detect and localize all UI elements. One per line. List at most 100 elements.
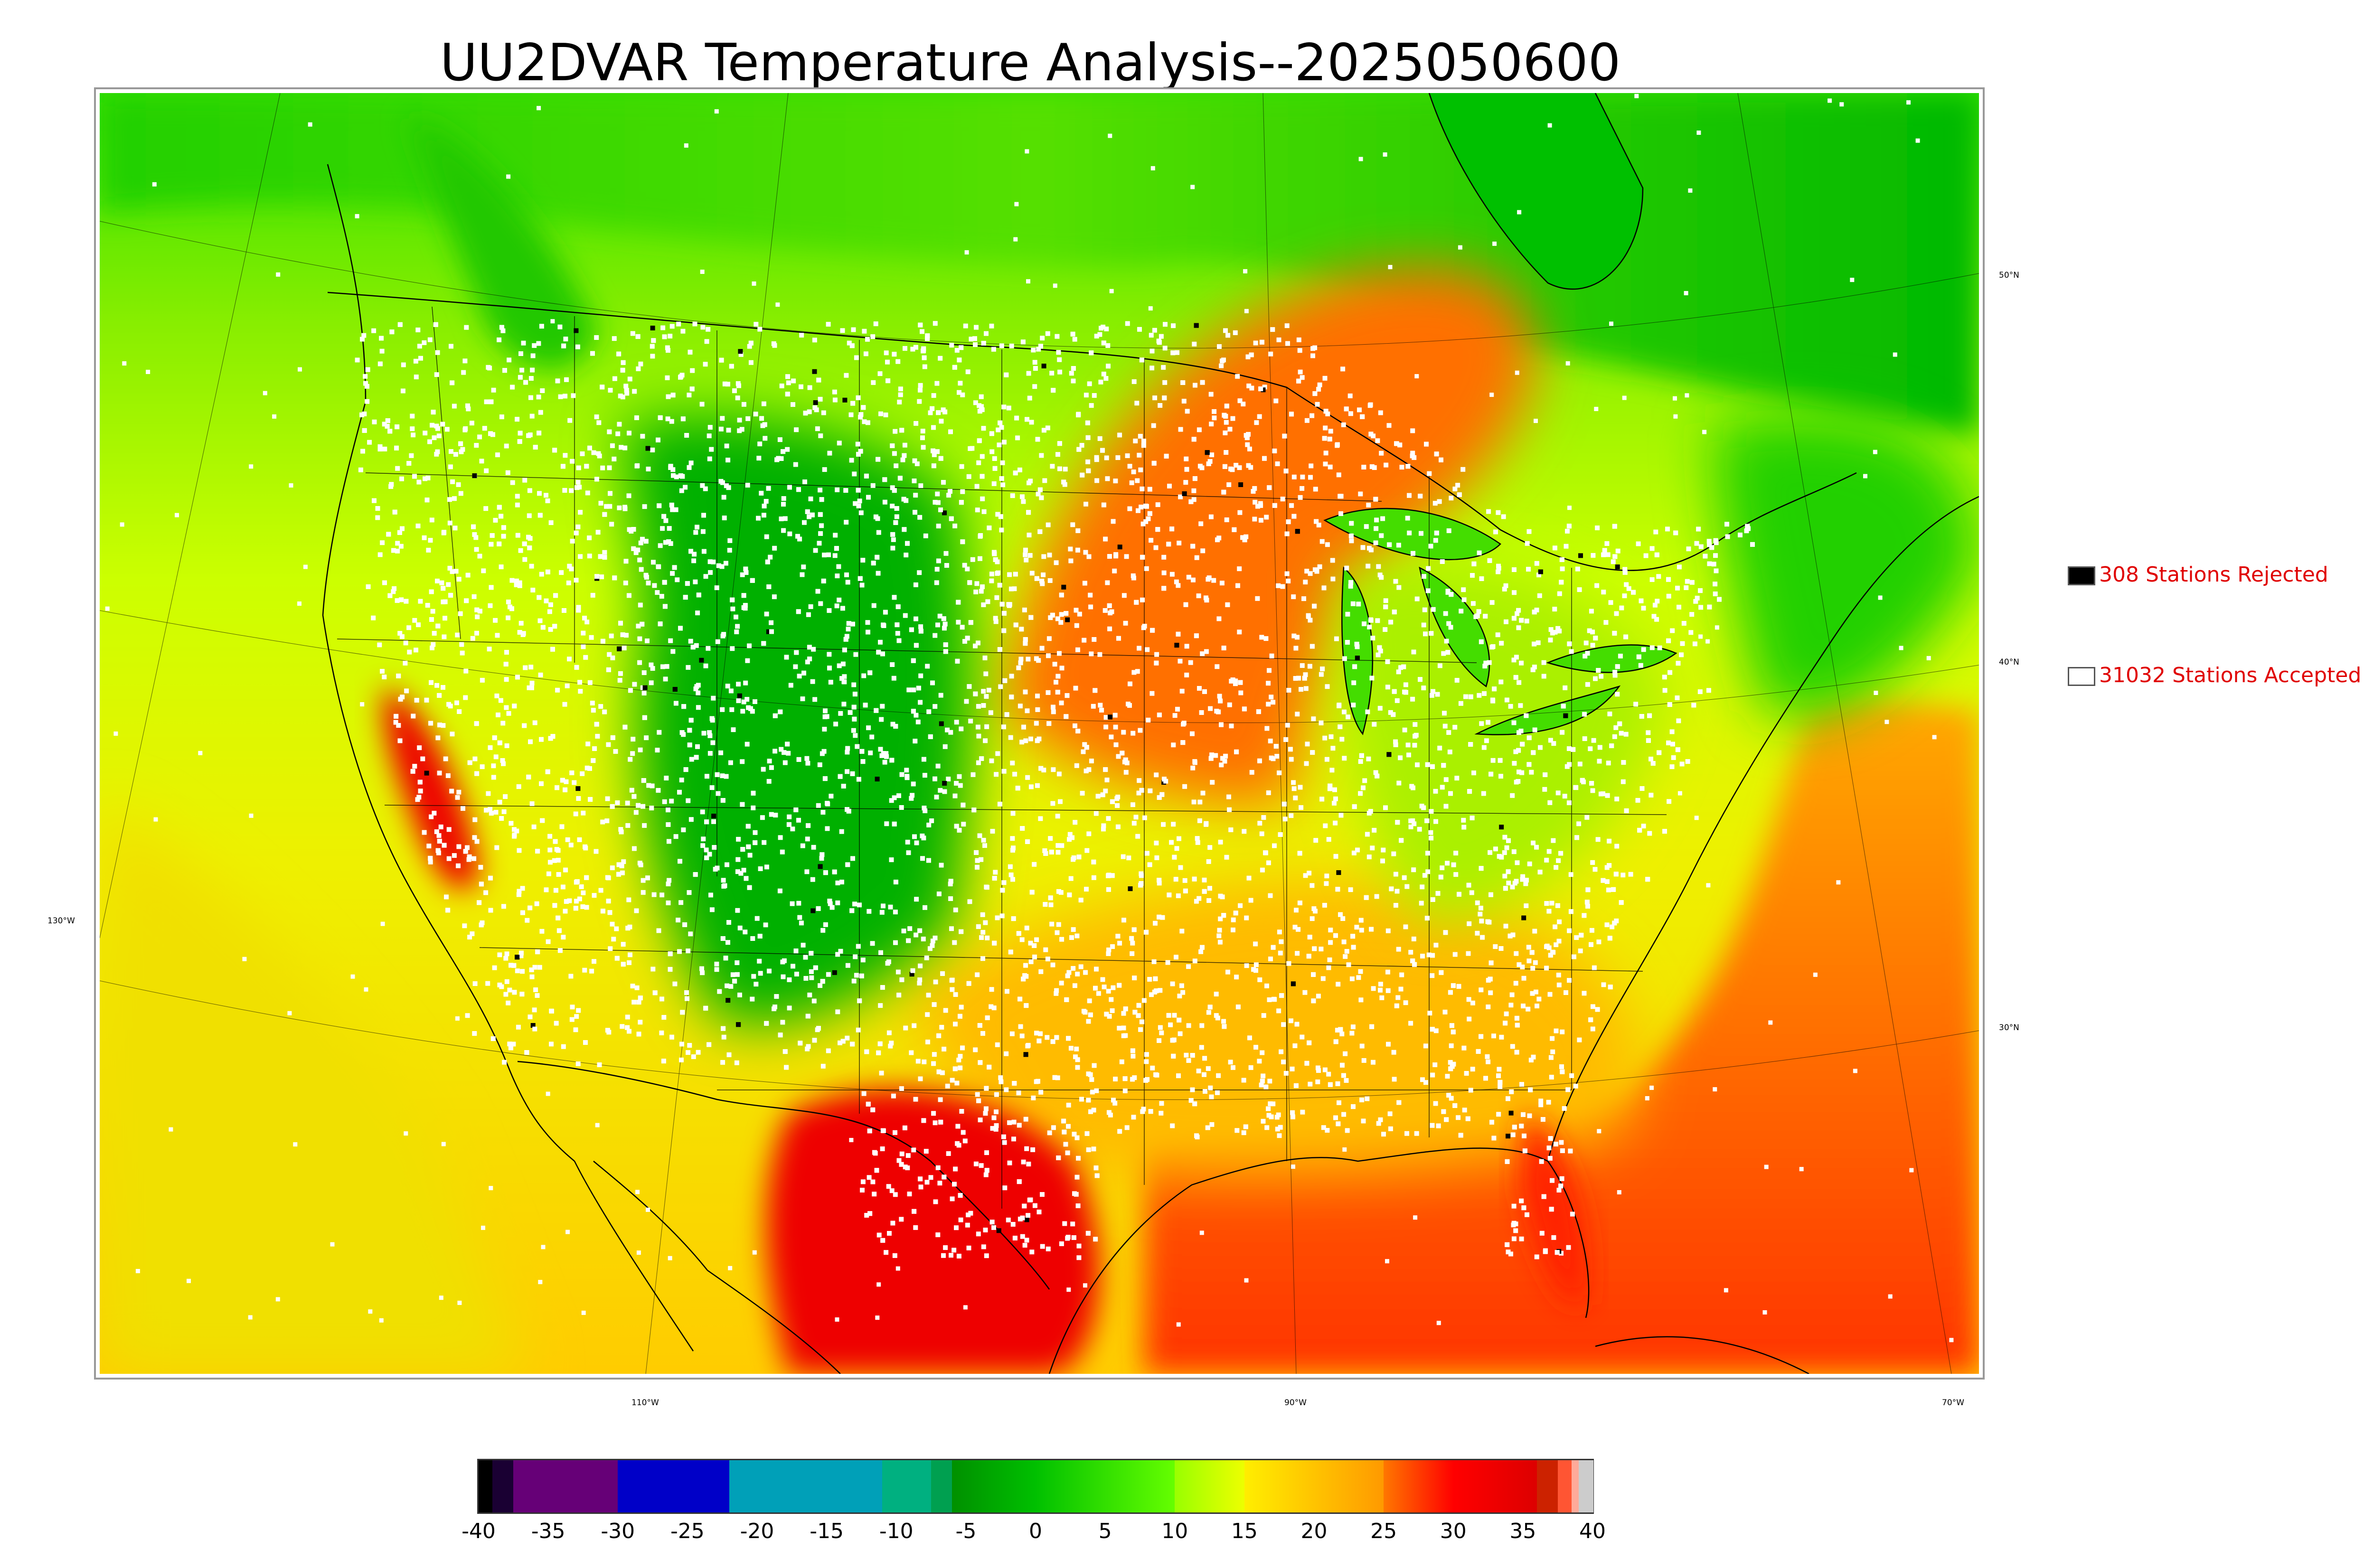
station-accepted [532,965,537,970]
station-accepted [587,554,592,559]
station-accepted [512,827,517,832]
station-accepted [993,557,998,562]
station-accepted [1144,504,1149,509]
station-accepted [1378,410,1383,415]
station-accepted [1396,669,1401,675]
station-accepted [863,703,868,708]
station-accepted [735,857,741,862]
station-accepted [1177,994,1182,999]
station-accepted [1549,1075,1554,1080]
station-accepted [1497,1067,1502,1072]
station-accepted [442,634,447,639]
station-accepted [1686,546,1691,552]
station-accepted [1161,586,1167,591]
station-accepted [1645,877,1650,882]
station-accepted [1090,1089,1095,1095]
station-accepted [1394,698,1400,703]
station-accepted [1019,937,1025,942]
station-accepted [838,711,843,716]
station-accepted [1411,649,1416,655]
station-accepted [995,915,1000,920]
station-accepted [1261,1073,1266,1079]
station-accepted [520,886,525,891]
station-accepted [693,579,698,584]
station-accepted [1082,581,1087,586]
station-accepted [856,777,861,782]
station-accepted [1108,1112,1113,1117]
station-accepted [564,779,569,784]
station-accepted [576,796,581,801]
station-accepted [422,535,427,540]
station-accepted [946,777,951,781]
station-accepted [466,857,471,862]
station-accepted [826,552,831,557]
station-accepted [993,870,998,875]
station-accepted [1186,964,1191,969]
station-accepted [835,900,840,905]
station-accepted [1589,928,1594,933]
station-accepted [572,780,577,785]
station-accepted [1083,550,1088,555]
station-accepted [1339,737,1345,742]
station-accepted [1349,521,1354,526]
station-accepted [1181,399,1187,404]
station-accepted [1517,770,1521,775]
station-accepted [1295,712,1300,717]
station-accepted [584,765,590,770]
station-accepted [1049,371,1055,376]
station-accepted [435,449,440,454]
station-accepted [1222,1024,1227,1029]
station-accepted [1289,1018,1293,1023]
station-accepted [1577,587,1582,592]
station-accepted [584,875,589,880]
station-accepted [1070,522,1075,527]
temperature-analysis-map[interactable] [100,93,1979,1374]
station-accepted [1268,738,1273,743]
station-accepted [619,829,624,835]
station-accepted [1097,436,1102,441]
station-accepted [622,724,628,730]
station-accepted [1311,972,1316,977]
station-accepted [627,1029,631,1034]
station-accepted [1106,988,1111,994]
station-accepted [1088,1109,1093,1114]
station-accepted [631,737,636,742]
station-accepted [679,373,685,378]
station-rejected [617,646,622,651]
station-accepted [1394,1003,1399,1008]
station-accepted [1020,494,1025,499]
station-accepted [899,428,904,433]
station-accepted [487,366,492,371]
station-accepted [1209,752,1215,758]
station-accepted [1498,1080,1503,1085]
station-accepted [807,645,812,650]
station-accepted [638,602,643,608]
station-accepted [1333,854,1338,859]
station-accepted [616,351,622,357]
station-accepted [1669,764,1675,770]
station-accepted [858,412,864,417]
station-accepted [582,616,587,620]
station-accepted [1526,945,1531,950]
station-accepted [890,532,895,537]
station-accepted [889,798,894,803]
station-accepted [528,395,533,400]
station-accepted [1134,401,1140,406]
station-accepted [989,1220,995,1225]
station-accepted [1611,559,1616,564]
station-accepted [1059,612,1064,617]
station-accepted [921,445,926,450]
station-accepted [818,396,823,402]
station-accepted [853,501,858,506]
station-accepted [1135,834,1140,839]
station-accepted [896,993,902,998]
station-accepted [808,496,813,501]
station-accepted [1449,496,1454,501]
station-accepted [900,457,905,462]
station-accepted [1565,528,1570,534]
station-accepted [850,401,856,406]
station-accepted [796,757,801,762]
station-accepted [465,845,470,850]
station-accepted [1308,1081,1313,1087]
station-accepted [1388,710,1393,715]
